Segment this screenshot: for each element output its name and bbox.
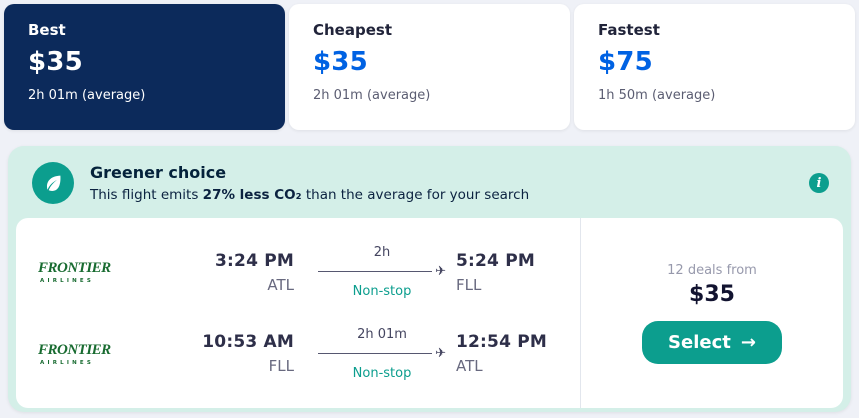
fare-tabs: Best $35 2h 01m (average) Cheapest $35 2… (0, 0, 859, 130)
flight-legs: FRONTIER AIRLINES 3:24 PM ATL 2h ✈ Non-s… (16, 218, 580, 408)
greener-subtitle-prefix: This flight emits (90, 187, 203, 203)
arrival-airport: FLL (456, 275, 482, 294)
tab-cheapest-price: $35 (313, 47, 368, 77)
stops-label: Non-stop (352, 284, 412, 300)
departure-time: 10:53 AM (202, 332, 294, 353)
arrival-info: 12:54 PM ATL (454, 332, 574, 375)
airline-logo-frontier: FRONTIER AIRLINES (30, 342, 142, 366)
flight-leg-outbound: FRONTIER AIRLINES 3:24 PM ATL 2h ✈ Non-s… (30, 245, 580, 299)
arrival-time: 12:54 PM (456, 332, 548, 353)
route-line (318, 352, 433, 354)
tab-cheapest-duration: 2h 01m (average) (313, 88, 431, 103)
airline-name: FRONTIER (38, 341, 111, 358)
arrow-right-icon: → (740, 331, 756, 353)
select-button[interactable]: Select → (642, 320, 782, 364)
greener-subtitle: This flight emits 27% less CO₂ than the … (90, 187, 529, 203)
arrival-airport: ATL (456, 357, 483, 376)
select-button-label: Select (668, 331, 731, 353)
tab-fastest-duration: 1h 50m (average) (598, 88, 716, 103)
plane-icon: ✈ (435, 264, 446, 280)
airline-subname: AIRLINES (40, 278, 95, 285)
greener-header: Greener choice This flight emits 27% les… (16, 146, 843, 218)
stops-label: Non-stop (352, 365, 412, 381)
departure-info: 10:53 AM FLL (142, 332, 294, 375)
card-divider (580, 218, 581, 408)
flight-path-line: ✈ (318, 265, 446, 278)
departure-info: 3:24 PM ATL (142, 251, 294, 294)
plane-icon: ✈ (435, 345, 446, 361)
arrival-info: 5:24 PM FLL (454, 251, 574, 294)
greener-text: Greener choice This flight emits 27% les… (90, 163, 529, 203)
deals-count-label: 12 deals from (667, 262, 757, 278)
route-line (318, 271, 433, 273)
deal-price: $35 (689, 281, 735, 307)
airline-logo-frontier: FRONTIER AIRLINES (30, 260, 142, 284)
departure-time: 3:24 PM (215, 250, 294, 271)
greener-subtitle-suffix: than the average for your search (301, 187, 530, 203)
flight-leg-return: FRONTIER AIRLINES 10:53 AM FLL 2h 01m ✈ … (30, 327, 580, 381)
tab-cheapest[interactable]: Cheapest $35 2h 01m (average) (289, 4, 570, 130)
tab-best-duration: 2h 01m (average) (28, 88, 146, 103)
duration-block: 2h 01m ✈ Non-stop (318, 327, 446, 381)
greener-subtitle-emphasis: 27% less CO₂ (202, 187, 302, 203)
deal-panel: 12 deals from $35 Select → (581, 218, 843, 408)
greener-title: Greener choice (90, 163, 227, 182)
leaf-icon (32, 162, 74, 204)
tab-cheapest-label: Cheapest (313, 21, 392, 39)
tab-best[interactable]: Best $35 2h 01m (average) (4, 4, 285, 130)
info-icon[interactable]: i (809, 173, 829, 193)
tab-fastest-label: Fastest (598, 21, 660, 39)
flight-result-card[interactable]: FRONTIER AIRLINES 3:24 PM ATL 2h ✈ Non-s… (16, 218, 843, 408)
tab-best-label: Best (28, 21, 66, 39)
duration-text: 2h (373, 245, 391, 261)
airline-name: FRONTIER (38, 260, 111, 277)
tab-best-price: $35 (28, 47, 83, 77)
tab-fastest[interactable]: Fastest $75 1h 50m (average) (574, 4, 855, 130)
tab-fastest-price: $75 (598, 47, 653, 77)
greener-choice-banner: Greener choice This flight emits 27% les… (8, 146, 851, 412)
departure-airport: FLL (268, 357, 294, 376)
arrival-time: 5:24 PM (456, 250, 535, 271)
airline-subname: AIRLINES (40, 359, 95, 366)
duration-block: 2h ✈ Non-stop (318, 245, 446, 299)
departure-airport: ATL (267, 275, 294, 294)
flight-path-line: ✈ (318, 347, 446, 360)
duration-text: 2h 01m (357, 326, 407, 342)
